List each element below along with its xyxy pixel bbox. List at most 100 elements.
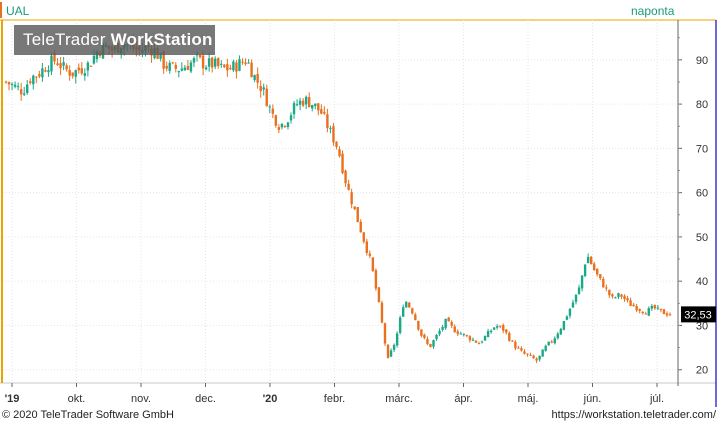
source-url[interactable]: https://workstation.teletrader.com/ [551,409,716,421]
candle-body [405,301,408,308]
candle-body [411,308,414,314]
candle-body [514,341,517,349]
watermark-brand: TeleTrader [23,30,111,49]
candle-body [168,62,171,71]
candle-body [447,317,450,322]
candle-body [450,322,453,326]
candle-body [292,103,296,115]
candle-body [435,334,438,340]
candle-body [656,307,660,309]
candle-body [268,106,271,108]
candle-body [307,97,311,108]
candle-body [201,55,205,69]
candle-body [83,73,87,76]
candle-body [489,330,493,333]
candle-body [629,300,632,306]
candle-body [326,114,329,129]
candle-body [483,335,487,341]
candle-body [635,306,638,311]
candle-body [499,325,502,327]
y-tick-label: 30 [696,320,708,332]
candle-body [320,109,323,114]
chart-background [0,0,719,407]
candle-body [4,81,8,83]
candle-body [647,308,650,316]
candle-body [550,341,553,343]
candle-body [389,350,393,357]
candle-body [659,308,663,310]
candle-body [44,70,47,72]
x-tick-label: ápr. [454,393,472,405]
period-label[interactable]: naponta [631,4,675,18]
watermark-product: WorkStation [110,30,213,49]
candle-body [311,104,314,109]
candle-body [262,87,265,90]
candle-body [641,311,644,314]
candle-body [471,339,475,341]
candle-body [223,64,226,68]
candle-body [535,358,538,361]
candle-body [432,340,435,347]
candle-body [632,304,635,307]
candle-body [323,111,326,114]
candle-body [253,75,256,81]
candle-body [259,86,262,92]
candle-body [338,149,341,157]
candle-body [226,64,229,71]
candle-body [547,341,550,346]
candle-body [417,320,420,330]
candle-body [350,192,353,205]
candle-body [462,333,466,335]
candle-body [192,58,196,63]
candle-body [289,115,293,121]
candle-body [505,329,508,333]
candle-body [35,76,38,78]
candle-body [541,349,544,357]
candle-body [250,62,253,78]
candle-body [229,67,232,70]
candle-body [344,170,347,184]
candle-body [580,275,584,289]
candle-body [386,344,390,358]
candle-body [329,127,332,129]
y-tick-label: 20 [696,365,708,377]
price-chart: 20 30 40 50 60 70 80 90 32,53 '19 okt. nov. dec. '20… [0,0,719,407]
candle-body [26,84,29,93]
candle-body [477,343,481,345]
x-tick-label: okt. [68,393,86,405]
candle-body [50,55,53,72]
x-tick-label: júl. [649,393,664,405]
candle-body [599,274,602,279]
candle-body [359,221,362,233]
candle-body [486,331,490,338]
candle-body [232,61,235,71]
candle-body [162,51,165,69]
candle-body [529,354,532,356]
candle-body [356,207,359,223]
candle-body [602,278,605,288]
candle-body [16,86,20,88]
candle-body [374,270,378,289]
candle-body [74,70,77,77]
candle-body [68,70,71,76]
x-tick-label: febr. [324,393,345,405]
candle-body [332,126,335,143]
candle-body [280,123,284,128]
candle-body [165,65,168,69]
candle-body [577,287,581,294]
candle-body [22,93,26,95]
candle-body [89,65,93,67]
candle-body [429,343,432,348]
x-tick-label: márc. [385,393,413,405]
candle-body [511,340,514,342]
candle-body [383,323,387,344]
candle-body [244,62,247,65]
candle-body [380,302,384,323]
x-tick-label: '20 [263,393,278,405]
candle-body [13,84,17,87]
candle-body [38,74,41,77]
candle-body [395,333,399,346]
candle-body [596,268,599,275]
candle-body [502,325,505,331]
y-tick-label: 50 [696,232,708,244]
